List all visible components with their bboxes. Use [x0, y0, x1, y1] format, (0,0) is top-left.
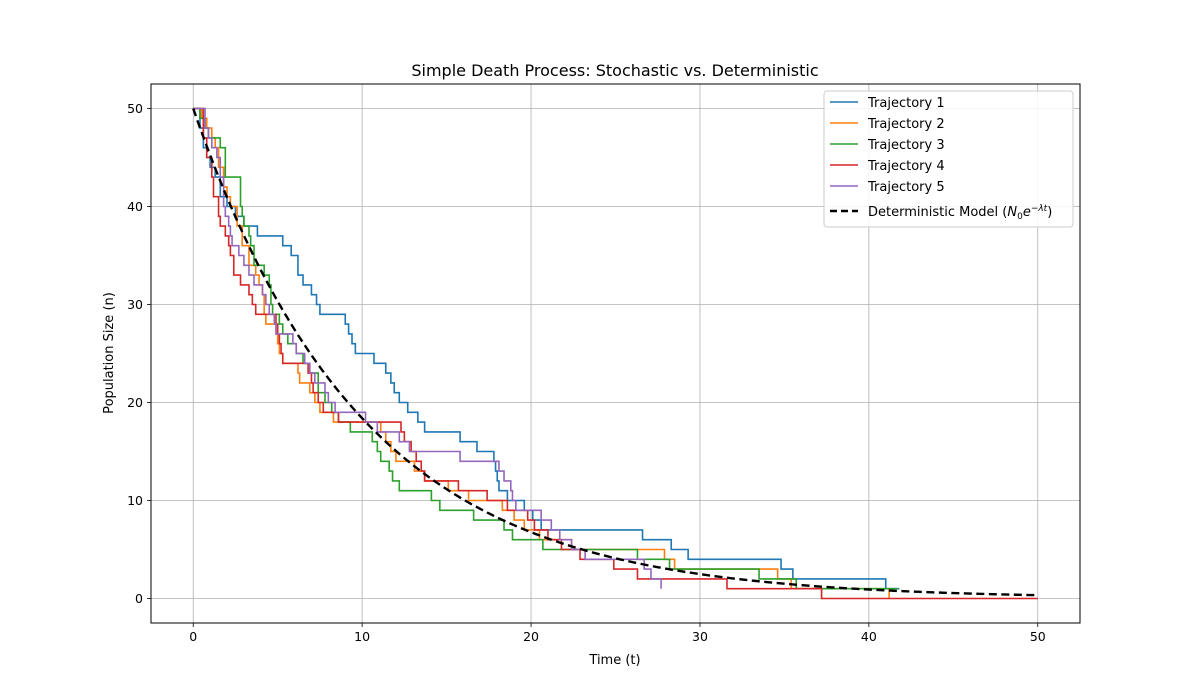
x-tick-label: 30: [692, 629, 708, 644]
x-tick-label: 0: [189, 629, 197, 644]
y-tick-label: 10: [127, 493, 143, 508]
legend-label-3: Trajectory 3: [867, 138, 945, 153]
legend-det-e: e: [1023, 205, 1031, 220]
legend-label-5: Trajectory 5: [867, 180, 945, 195]
legend: Trajectory 1 Trajectory 2 Trajectory 3 T…: [824, 91, 1073, 227]
legend-label-2: Trajectory 2: [867, 117, 945, 132]
legend-label-1: Trajectory 1: [867, 96, 945, 111]
y-axis-label: Population Size (n): [102, 292, 117, 414]
legend-label-4: Trajectory 4: [867, 159, 945, 174]
y-tick-label: 0: [135, 591, 143, 606]
x-axis-label: Time (t): [588, 653, 640, 668]
x-tick-label: 50: [1030, 629, 1046, 644]
legend-det-suffix: ): [1047, 205, 1052, 220]
chart-title: Simple Death Process: Stochastic vs. Det…: [411, 61, 818, 80]
y-tick-label: 40: [127, 199, 143, 214]
y-tick-label: 20: [127, 395, 143, 410]
legend-det-prefix: Deterministic Model (: [868, 205, 1007, 220]
y-tick-label: 50: [127, 101, 143, 116]
legend-det-exp: −λt: [1031, 204, 1048, 214]
legend-det-n: N: [1007, 205, 1017, 220]
x-tick-label: 10: [354, 629, 370, 644]
y-tick-label: 30: [127, 297, 143, 312]
legend-label-deterministic: Deterministic Model (N0e−λt): [868, 204, 1052, 222]
x-tick-label: 40: [861, 629, 877, 644]
x-tick-label: 20: [523, 629, 539, 644]
